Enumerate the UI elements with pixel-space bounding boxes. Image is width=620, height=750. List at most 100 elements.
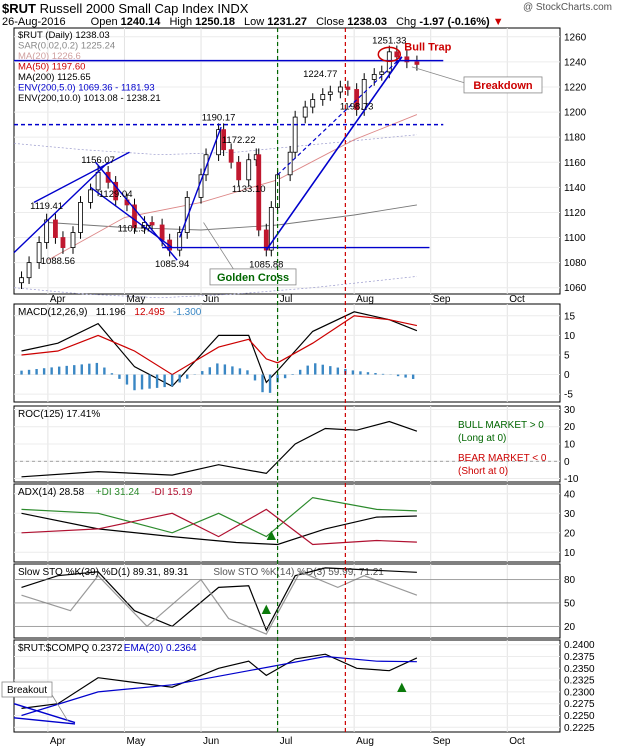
- bottom-x-label-aug: Aug: [356, 736, 374, 747]
- candle-body: [354, 89, 360, 110]
- golden-cross-label: Golden Cross: [217, 272, 289, 284]
- indicator-legend-4-0: Slow STO %K(39) %D(1) 89.31, 89.31: [18, 567, 189, 578]
- candle-body: [203, 154, 209, 176]
- panel-frame-4: [13, 563, 561, 639]
- macd-histogram-bar: [374, 373, 377, 375]
- candle-body: [88, 189, 93, 203]
- y-tick-label: 0: [564, 370, 570, 381]
- downtrend-line: [95, 161, 178, 261]
- macd-histogram-bar: [163, 374, 166, 388]
- y-tick-label: 0.2300: [564, 687, 595, 698]
- price-x-label-sep: Sep: [433, 294, 451, 305]
- high-value: 1250.18: [195, 16, 235, 28]
- price-label: 1101.57: [118, 224, 152, 235]
- macd-histogram-bar: [118, 374, 121, 379]
- macd-histogram-bar: [110, 373, 114, 375]
- macd-histogram-bar: [20, 370, 23, 375]
- candle-body: [268, 207, 274, 251]
- macd-histogram-bar: [396, 374, 400, 377]
- indicator-legend-3-0: ADX(14) 28.58: [18, 487, 85, 498]
- breakout-pointer: [51, 694, 69, 722]
- macd-histogram-bar: [261, 374, 264, 393]
- candle-body: [216, 129, 221, 156]
- candle-body: [394, 51, 400, 58]
- high-label: High: [169, 16, 193, 28]
- price-label: 1156.07: [81, 155, 115, 166]
- y-tick-label: 1260: [564, 32, 587, 43]
- indicator-legend-3-2: -DI 15.19: [151, 487, 193, 498]
- y-tick-label: 0.2375: [564, 652, 595, 663]
- y-tick-label: 1220: [564, 82, 587, 93]
- series-3-adx: [21, 512, 417, 546]
- indicator-legend-1-0: MACD(12,26,9): [18, 307, 87, 318]
- macd-histogram-bar: [283, 374, 287, 379]
- downtrend-line-2: [90, 186, 173, 249]
- macd-histogram-bar: [201, 371, 204, 375]
- macd-histogram-bar: [291, 374, 294, 375]
- bottom-x-label-oct: Oct: [509, 736, 525, 747]
- y-tick-label: 1100: [564, 233, 586, 244]
- macd-histogram-bar: [321, 364, 324, 375]
- panel-frame-1: [13, 303, 561, 403]
- bottom-x-label-apr: Apr: [50, 736, 66, 747]
- candle-body: [414, 61, 420, 65]
- macd-histogram-bar: [170, 374, 174, 387]
- candle-body: [53, 219, 58, 238]
- y-tick-label: 0.2400: [564, 640, 595, 651]
- y-tick-label: 50: [564, 598, 576, 609]
- macd-histogram-bar: [298, 369, 302, 375]
- price-legend-1: SAR(0.02,0.2) 1225.24: [18, 41, 115, 52]
- envelope-upper-5: [13, 134, 417, 156]
- macd-histogram-bar: [80, 364, 83, 375]
- price-label: 1088.56: [41, 256, 75, 267]
- golden-cross-pointer: [203, 222, 236, 272]
- macd-histogram-bar: [306, 365, 309, 375]
- y-tick-label: 15: [564, 311, 576, 322]
- candle-body: [70, 232, 76, 248]
- candle-body: [302, 106, 308, 118]
- y-tick-label: 40: [564, 489, 576, 500]
- y-tick-label: 0: [564, 457, 570, 468]
- price-legend-0: $RUT (Daily) 1238.03: [18, 30, 110, 41]
- macd-histogram-bar: [381, 373, 385, 375]
- series-5-ema20: [21, 655, 417, 717]
- candle-body: [36, 242, 42, 264]
- price-legend-5: ENV(200,5.0) 1069.36 - 1181.93: [18, 83, 155, 94]
- macd-histogram-bar: [336, 367, 340, 375]
- candle-body: [19, 277, 24, 284]
- macd-histogram-bar: [140, 374, 144, 390]
- indicator-legend-3-1: +DI 31.24: [96, 487, 140, 498]
- candle-body: [177, 232, 183, 251]
- price-x-label-aug: Aug: [356, 294, 374, 305]
- y-tick-label: 30: [564, 509, 576, 520]
- price-legend-6: ENV(200,10.0) 1013.08 - 1238.21: [18, 93, 161, 104]
- macd-histogram-bar: [186, 374, 189, 379]
- price-x-label-jun: Jun: [203, 294, 219, 305]
- short-at-label: (Short at 0): [458, 466, 508, 477]
- candle-body: [320, 94, 326, 100]
- series-5-ratio: [21, 653, 418, 709]
- y-tick-label: 1080: [564, 258, 587, 269]
- macd-histogram-bar: [27, 369, 31, 375]
- indicator-legend-5-0: $RUT:$COMPQ 0.2372: [18, 643, 123, 654]
- symbol-title: $RUT Russell 2000 Small Cap Index INDX: [2, 1, 248, 16]
- y-tick-label: -5: [564, 390, 573, 401]
- long-at-label: (Long at 0): [458, 433, 506, 444]
- candle-body: [95, 171, 101, 191]
- series-4-k39: [21, 567, 417, 632]
- macd-histogram-bar: [351, 370, 355, 375]
- y-tick-label: 10: [564, 548, 576, 559]
- price-legend-3: MA(50) 1197.60: [18, 62, 85, 73]
- candle-body: [256, 154, 262, 231]
- bottom-x-label-jul: Jul: [280, 736, 293, 747]
- y-tick-label: 1200: [564, 108, 587, 119]
- price-x-label-jul: Jul: [280, 294, 293, 305]
- price-legend-4: MA(200) 1125.65: [18, 72, 91, 83]
- y-tick-label: 1180: [564, 133, 586, 144]
- macd-histogram-bar: [103, 367, 106, 375]
- candle-body: [327, 91, 333, 95]
- macd-histogram-bar: [155, 374, 159, 388]
- y-tick-label: 1160: [564, 158, 586, 169]
- y-tick-label: 0.2225: [564, 723, 595, 734]
